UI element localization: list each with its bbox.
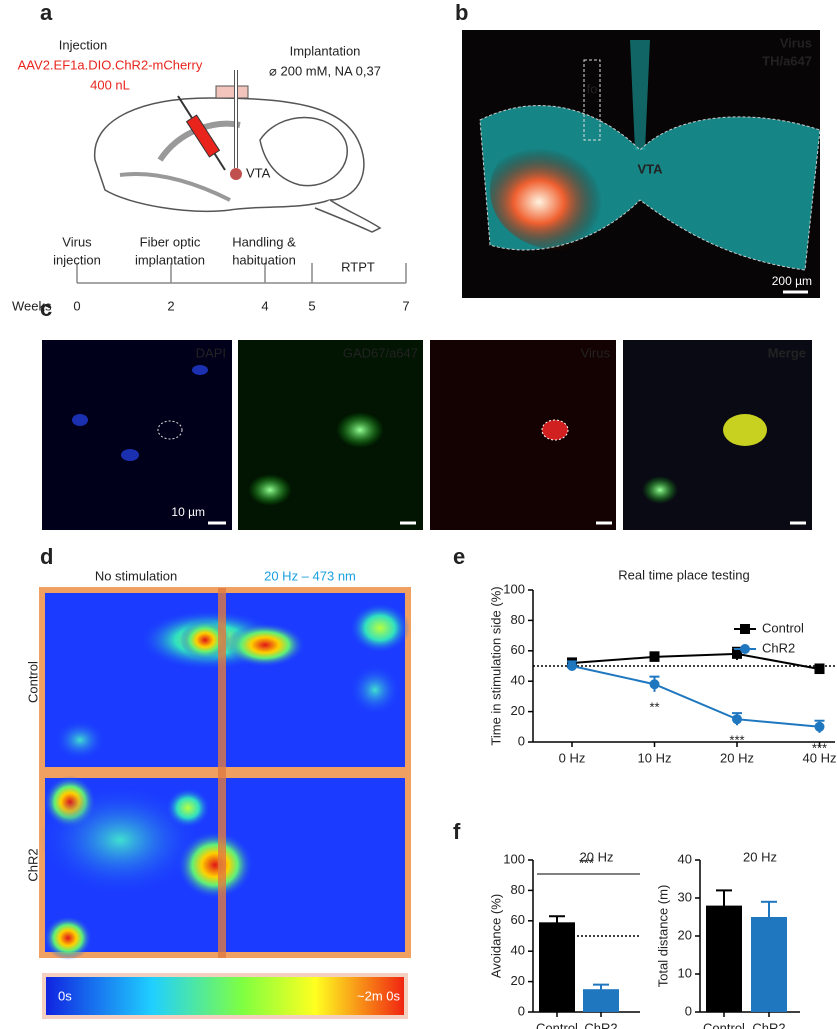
panel-label: a [40, 0, 53, 25]
panel-label: e [453, 544, 465, 569]
point [732, 714, 742, 725]
panel-label: c [40, 296, 52, 321]
injection-title: Injection [59, 37, 107, 52]
group-label: Control [25, 661, 40, 703]
y-axis-label: Time in stimulation side (%) [488, 586, 503, 745]
point [649, 679, 660, 690]
x-tick-label: Control [536, 1020, 578, 1029]
heatmaps [39, 587, 411, 1019]
vta-micrograph [462, 30, 821, 298]
y-tick-label: 60 [511, 912, 525, 927]
timeline-event: injection [53, 252, 101, 267]
y-axis-label: Total distance (m) [655, 885, 670, 988]
channel-label: Merge [768, 345, 806, 360]
x-tick-label: Control [703, 1020, 745, 1029]
virus-volume: 400 nL [90, 77, 130, 92]
y-tick-label: 100 [503, 581, 525, 596]
y-tick-label: 40 [511, 673, 525, 688]
timeline-tick-label: 2 [167, 298, 174, 313]
syringe [177, 95, 226, 171]
timeline-event: implantation [135, 252, 205, 267]
y-tick-label: 40 [511, 943, 525, 958]
channel-label: GAD67/a647 [343, 345, 418, 360]
y-tick-label: 20 [511, 703, 525, 718]
significance: *** [579, 855, 594, 870]
y-tick-label: 0 [518, 733, 525, 748]
chart-title: 20 Hz [743, 849, 777, 864]
y-tick-label: 0 [518, 1003, 525, 1018]
bar [539, 922, 575, 1012]
timeline-tick-label: 0 [73, 298, 80, 313]
x-tick-label: ChR2 [752, 1020, 785, 1029]
y-tick-label: 100 [503, 851, 525, 866]
confocal-panels [42, 340, 812, 530]
channel-label: Virus [581, 345, 611, 360]
timeline-tick-label: 7 [402, 298, 409, 313]
bar [583, 989, 619, 1012]
tract-label: fo [587, 81, 598, 96]
timeline-event: Handling & [232, 234, 296, 249]
chart-title: 20 Hz [580, 849, 614, 864]
implantation-title: Implantation [290, 43, 361, 58]
channel-label: Virus [780, 35, 812, 50]
condition-label: 20 Hz – 473 nm [264, 568, 356, 583]
legend-label: ChR2 [762, 640, 795, 655]
bar [751, 917, 787, 1012]
x-tick-label: 40 Hz [803, 750, 837, 765]
x-tick-label: 20 Hz [720, 750, 754, 765]
significance: *** [812, 740, 827, 755]
brain-schematic [94, 97, 382, 233]
implantation-spec: ⌀ 200 mM, NA 0,37 [269, 63, 381, 78]
colorbar-min: 0s [58, 988, 72, 1003]
legend-label: Control [762, 620, 804, 635]
bar [706, 905, 742, 1012]
y-tick-label: 30 [678, 889, 692, 904]
y-tick-label: 20 [678, 927, 692, 942]
chart-title: Real time place testing [618, 567, 750, 582]
y-tick-label: 80 [511, 882, 525, 897]
y-tick-label: 60 [511, 642, 525, 657]
y-tick-label: 0 [685, 1003, 692, 1018]
target-label: VTA [246, 165, 271, 180]
panel-label: f [453, 819, 461, 844]
fiber [215, 70, 249, 180]
timeline-event: Fiber optic [140, 234, 201, 249]
point [732, 648, 742, 659]
scale-bar-label: 200 µm [772, 274, 812, 288]
significance: *** [729, 733, 744, 748]
condition-label: No stimulation [95, 568, 177, 583]
significance: ** [649, 699, 659, 714]
y-tick-label: 80 [511, 612, 525, 627]
y-tick-label: 40 [678, 851, 692, 866]
timeline-axis-label: Weeks [12, 298, 52, 313]
scale-bar-label: 10 µm [171, 505, 205, 519]
timeline-event: habituation [232, 252, 296, 267]
y-tick-label: 10 [678, 965, 692, 980]
panel-label: d [40, 544, 53, 569]
series-line [571, 665, 820, 728]
group-label: ChR2 [25, 848, 40, 881]
point [567, 661, 577, 671]
channel-label: DAPI [196, 345, 226, 360]
timeline-event: RTPT [341, 259, 375, 274]
colorbar-max: ~2m 0s [357, 988, 400, 1003]
timeline-tick-label: 5 [308, 298, 315, 313]
point [814, 664, 825, 675]
point [814, 721, 825, 732]
x-tick-label: ChR2 [584, 1020, 617, 1029]
x-tick-label: 10 Hz [638, 750, 672, 765]
channel-label: TH/a647 [762, 53, 812, 68]
point [649, 651, 660, 662]
virus-name: AAV2.EF1a.DIO.ChR2-mCherry [18, 57, 203, 72]
y-axis-label: Avoidance (%) [488, 894, 503, 978]
timeline-event: Virus [62, 234, 92, 249]
series-line [571, 652, 820, 671]
y-tick-label: 20 [511, 973, 525, 988]
panel-label: b [455, 0, 468, 25]
region-label: VTA [637, 161, 663, 176]
timeline-tick-label: 4 [261, 298, 268, 313]
x-tick-label: 0 Hz [559, 750, 586, 765]
